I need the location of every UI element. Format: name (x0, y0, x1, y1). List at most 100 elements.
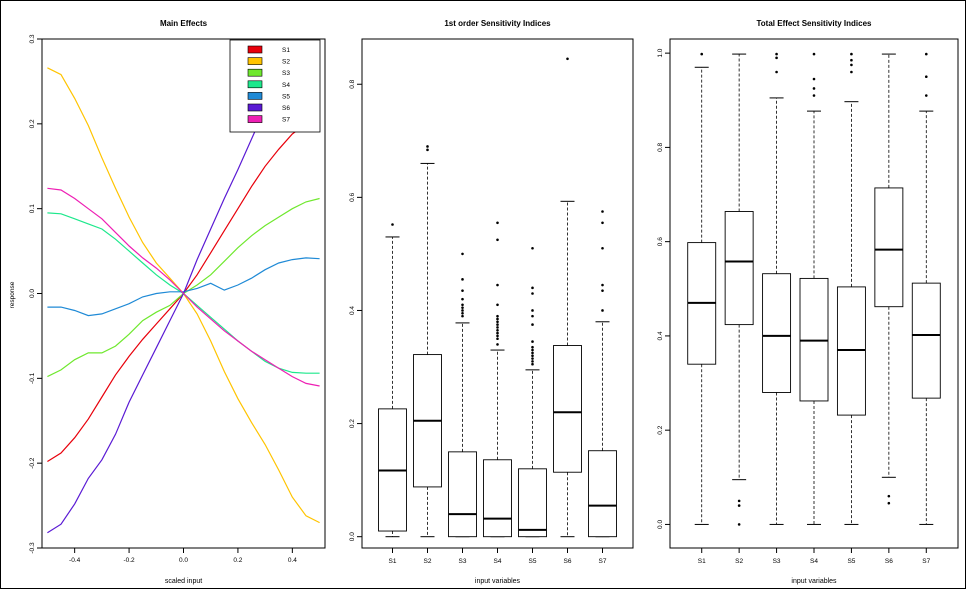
outlier-point-S7 (924, 52, 928, 56)
outlier-point-S6 (887, 501, 891, 505)
x-axis-label-3: input variables (791, 578, 837, 585)
outlier-point-S4 (496, 283, 499, 287)
x-tick-label-2: S6 (564, 558, 572, 565)
outlier-point-S5 (850, 63, 853, 67)
x-tick-label: 0.2 (233, 557, 242, 564)
legend-label-S1: S1 (282, 47, 290, 54)
outlier-point-S5 (531, 292, 534, 295)
legend-label-S4: S4 (282, 82, 290, 89)
outlier-point-S3 (461, 252, 464, 256)
chart-title-3: Total Effect Sensitivity Indices (757, 19, 873, 28)
x-tick-label-3: S1 (698, 558, 706, 565)
outlier-point-S5 (531, 345, 534, 349)
outlier-point-S4 (496, 303, 499, 307)
legend-box (229, 39, 321, 133)
outlier-point-S5 (850, 70, 853, 74)
legend-label-S3: S3 (282, 70, 290, 77)
y-tick-label-1: 0.2 (29, 119, 36, 128)
outlier-point-S4 (496, 326, 499, 329)
legend-label-S5: S5 (282, 93, 290, 100)
outlier-point-S5 (531, 314, 534, 318)
outlier-point-S2 (737, 523, 741, 526)
y-tick-label-1: -0.3 (29, 542, 36, 554)
chart-title-2: 1st order Sensitivity Indices (444, 19, 551, 28)
outlier-point-S7 (601, 283, 604, 287)
x-axis-label-2: input variables (475, 578, 521, 585)
y-tick-label-1: -0.2 (29, 457, 36, 469)
y-axis-label: response (9, 281, 16, 308)
outlier-point-S4 (496, 317, 499, 321)
legend-label-S6: S6 (282, 105, 290, 112)
outlier-point-S4 (812, 94, 816, 97)
legend-swatch-S1 (247, 45, 263, 54)
x-tick-label-2: S5 (529, 558, 537, 565)
x-tick-label-3: S3 (773, 558, 781, 565)
y-tick-label-3: 0.2 (657, 425, 664, 434)
y-tick-label-3: 1.0 (657, 48, 664, 57)
outlier-point-S5 (531, 246, 534, 250)
outlier-point-S4 (812, 77, 816, 81)
box-S7 (588, 450, 617, 538)
outlier-point-S4 (496, 221, 499, 225)
y-tick-label-3: 0.4 (657, 331, 664, 340)
box-S2 (724, 211, 754, 326)
outlier-point-S4 (496, 323, 499, 326)
x-tick-label-2: S7 (599, 558, 607, 565)
y-tick-label-3: 0.0 (657, 520, 664, 529)
y-tick-label-3: 0.8 (657, 143, 664, 152)
y-tick-label-1: 0.1 (29, 204, 36, 213)
x-tick-label-3: S5 (847, 558, 855, 565)
outlier-point-S5 (531, 340, 534, 343)
y-tick-label-1: 0.3 (29, 34, 36, 43)
legend-swatch-S4 (247, 80, 263, 89)
y-tick-label-2: 0.6 (349, 192, 356, 201)
outlier-point-S4 (496, 314, 499, 318)
y-tick-label-1: 0.0 (29, 289, 36, 298)
legend-swatch-S5 (247, 92, 263, 100)
series-line-S7 (47, 187, 320, 387)
legend-swatch-S2 (247, 57, 263, 65)
outlier-point-S2 (426, 148, 429, 152)
outlier-point-S2 (737, 504, 741, 507)
box-S4 (483, 459, 512, 538)
outlier-point-S6 (566, 57, 569, 61)
outlier-point-S4 (812, 87, 816, 90)
outlier-point-S5 (850, 58, 853, 62)
y-tick-label-1: -0.1 (29, 372, 36, 384)
outlier-point-S3 (461, 289, 464, 292)
outlier-point-S3 (461, 306, 464, 309)
outlier-point-S3 (461, 309, 464, 312)
outlier-point-S7 (924, 94, 928, 97)
outlier-point-S4 (812, 52, 816, 56)
x-tick-label-2: S4 (494, 558, 502, 565)
outlier-point-S4 (496, 337, 499, 341)
x-tick-label-2: S3 (459, 558, 467, 565)
x-tick-label: -0.4 (69, 557, 81, 564)
legend-swatch-S3 (247, 68, 263, 77)
legend-label-S7: S7 (282, 117, 290, 124)
x-tick-label: 0.0 (179, 557, 188, 564)
outlier-point-S3 (775, 56, 778, 60)
outlier-point-S5 (531, 286, 534, 290)
chart-title-1: Main Effects (160, 19, 208, 28)
x-tick-label-2: S2 (424, 558, 432, 565)
outlier-point-S4 (496, 334, 499, 338)
outlier-point-S5 (531, 362, 534, 366)
outlier-point-S7 (601, 246, 604, 250)
outlier-point-S3 (461, 278, 464, 281)
outlier-point-S5 (531, 357, 534, 360)
y-tick-label-3: 0.6 (657, 237, 664, 246)
outlier-point-S5 (531, 348, 534, 352)
outlier-point-S4 (496, 320, 499, 324)
box-S3 (762, 273, 792, 393)
series-line-S5 (47, 257, 320, 317)
outlier-point-S1 (700, 52, 704, 56)
x-tick-label-3: S6 (885, 558, 893, 565)
outlier-point-S5 (531, 309, 534, 312)
legend-label-S2: S2 (282, 59, 290, 66)
box-S6 (553, 345, 582, 473)
y-tick-label-2: 0.8 (349, 79, 356, 88)
box-S6 (874, 187, 904, 308)
box-S3 (448, 451, 477, 538)
